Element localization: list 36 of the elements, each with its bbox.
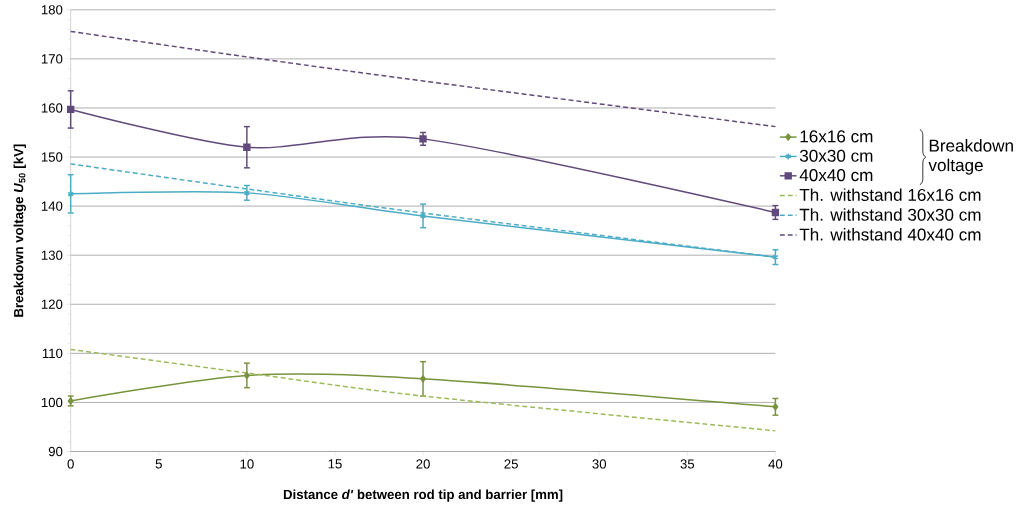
point <box>243 143 251 151</box>
x-tick-label: 25 <box>504 459 518 469</box>
x-tick-label: 40 <box>768 459 783 469</box>
point <box>243 371 250 379</box>
x-axis-title: Distance d' between rod tip and barrier [mm] <box>283 489 563 502</box>
y-tick-label: 150 <box>41 152 63 162</box>
legend-label: Th. withstand 30x30 cm <box>799 208 981 221</box>
y-tick-label: 140 <box>41 201 63 211</box>
line-series <box>69 30 777 128</box>
y-axis-title: Breakdown voltage U$_{50}$ [kV] <box>13 144 26 317</box>
y-tick-label: 120 <box>41 299 63 309</box>
y-tick-label: 130 <box>41 250 63 260</box>
y-tick-label: 90 <box>48 446 63 456</box>
y-tick-label: 160 <box>41 103 63 113</box>
x-tick-label: 10 <box>240 459 254 469</box>
x-tick-label: 20 <box>416 459 430 469</box>
legend-label: 30x30 cm <box>799 149 873 162</box>
x-tick-label: 5 <box>155 459 162 469</box>
legend-label: Th. withstand 16x16 cm <box>799 188 981 201</box>
x-tick-label: 30 <box>592 459 607 469</box>
legend-label: Th. withstand 40x40 cm <box>799 227 981 241</box>
legend-label: 40x40 cm <box>799 168 873 182</box>
text: Breakdown voltage <box>928 138 1013 175</box>
y-tick-label: 110 <box>42 348 63 358</box>
y-tick-label: 100 <box>41 397 63 407</box>
point <box>772 402 779 411</box>
y-tick-label: 180 <box>41 4 63 15</box>
point <box>420 375 426 383</box>
legend-label: 16x16 cm <box>800 130 873 143</box>
x-tick-label: 15 <box>328 459 342 469</box>
y-tick-label: 170 <box>41 54 63 64</box>
point <box>771 208 780 216</box>
line-series <box>69 348 777 432</box>
x-tick-label: 35 <box>680 459 695 469</box>
point <box>66 105 75 113</box>
x-tick-label: 0 <box>67 459 74 469</box>
